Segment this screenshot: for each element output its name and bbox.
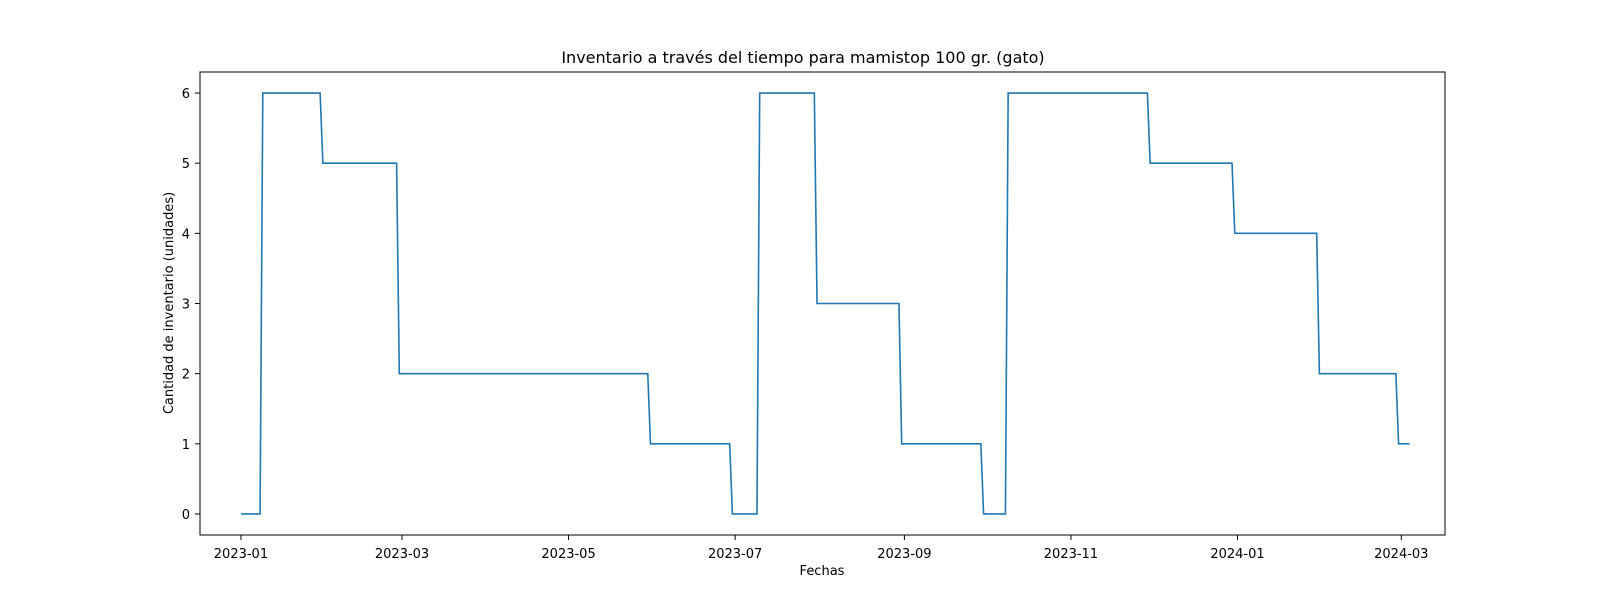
y-tick-label: 3 (182, 298, 190, 313)
x-tick-label: 2024-01 (1210, 547, 1264, 562)
x-tick-label: 2023-01 (214, 547, 268, 562)
x-tick-label: 2023-07 (708, 547, 762, 562)
y-axis-label: Cantidad de inventario (unidades) (162, 192, 177, 414)
x-tick-label: 2024-03 (1374, 547, 1428, 562)
x-axis-label: Fechas (800, 564, 845, 579)
y-tick-label: 1 (182, 438, 190, 453)
y-tick-label: 5 (182, 157, 190, 172)
x-axis: 2023-01 2023-03 2023-05 2023-07 2023-09 2023-… (214, 535, 1428, 562)
y-tick-label: 4 (182, 227, 190, 242)
series-line-inventario (240, 92, 1410, 515)
y-axis: 0 1 2 3 4 5 6 (182, 87, 200, 523)
y-tick-label: 6 (182, 87, 190, 102)
y-tick-label: 0 (182, 508, 190, 523)
x-tick-label: 2023-05 (541, 547, 595, 562)
x-tick-label: 2023-03 (375, 547, 429, 562)
chart-title: Inventario a través del tiempo para mami… (561, 48, 1044, 67)
y-tick-label: 2 (182, 368, 190, 383)
x-tick-label: 2023-11 (1044, 547, 1098, 562)
x-tick-label: 2023-09 (877, 547, 931, 562)
